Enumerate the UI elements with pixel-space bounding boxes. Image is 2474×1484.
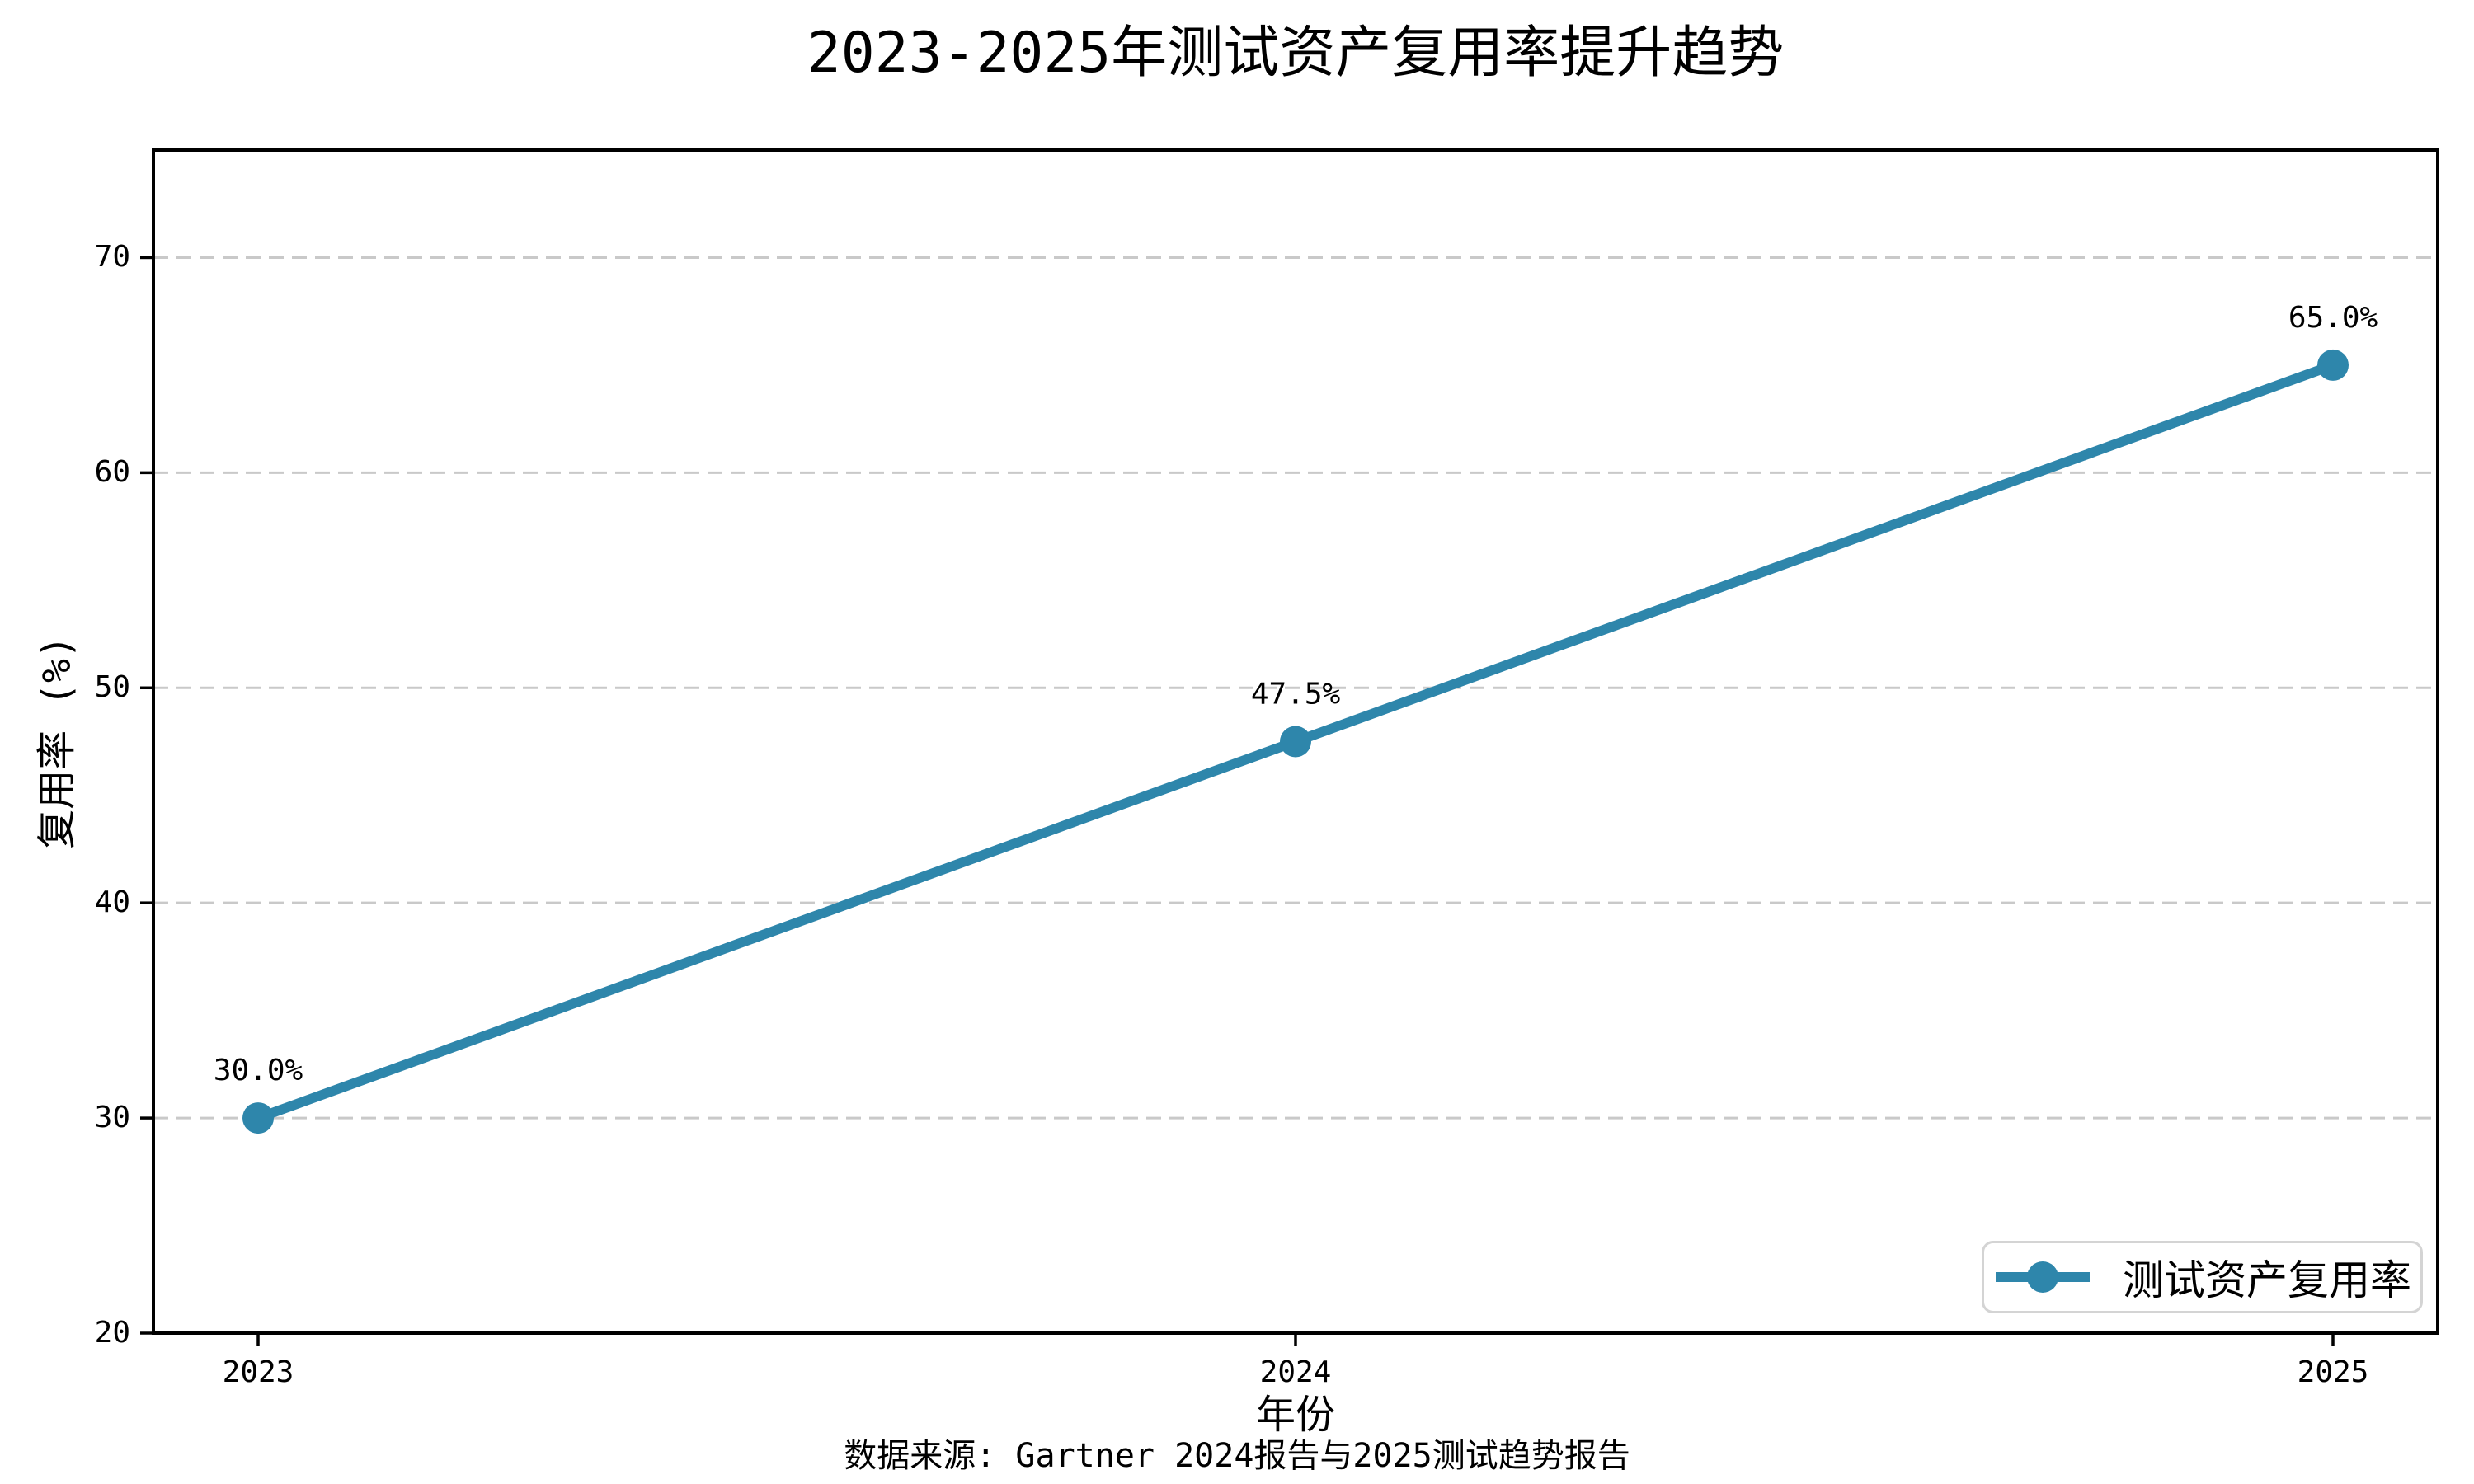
y-tick-label: 40 (94, 885, 130, 920)
legend-series-label: 测试资产复用率 (2123, 1256, 2411, 1304)
y-tick-label: 20 (94, 1316, 130, 1350)
point-label: 47.5% (1251, 678, 1341, 711)
x-axis-label: 年份 (1255, 1392, 1335, 1438)
x-tick-label: 2025 (2297, 1355, 2369, 1389)
x-tick-label: 2024 (1259, 1355, 1332, 1389)
data-point-marker (1280, 726, 1311, 758)
y-tick-label: 70 (94, 240, 130, 275)
data-point-marker (2317, 349, 2349, 381)
y-tick-label: 50 (94, 670, 130, 705)
data-source-note: 数据来源: Gartner 2024报告与2025测试趋势报告 (844, 1437, 1630, 1475)
y-tick-label: 30 (94, 1101, 130, 1135)
legend-line-marker-icon (1996, 1261, 2090, 1293)
y-tick-label: 60 (94, 455, 130, 490)
point-label: 30.0% (214, 1054, 303, 1087)
chart-title: 2023-2025年测试资产复用率提升趋势 (807, 21, 1785, 86)
x-tick-label: 2023 (222, 1355, 294, 1389)
axes-frame (152, 148, 2439, 1335)
point-label: 65.0% (2288, 301, 2378, 335)
legend: 测试资产复用率 (1982, 1241, 2423, 1313)
data-point-marker (242, 1102, 274, 1134)
